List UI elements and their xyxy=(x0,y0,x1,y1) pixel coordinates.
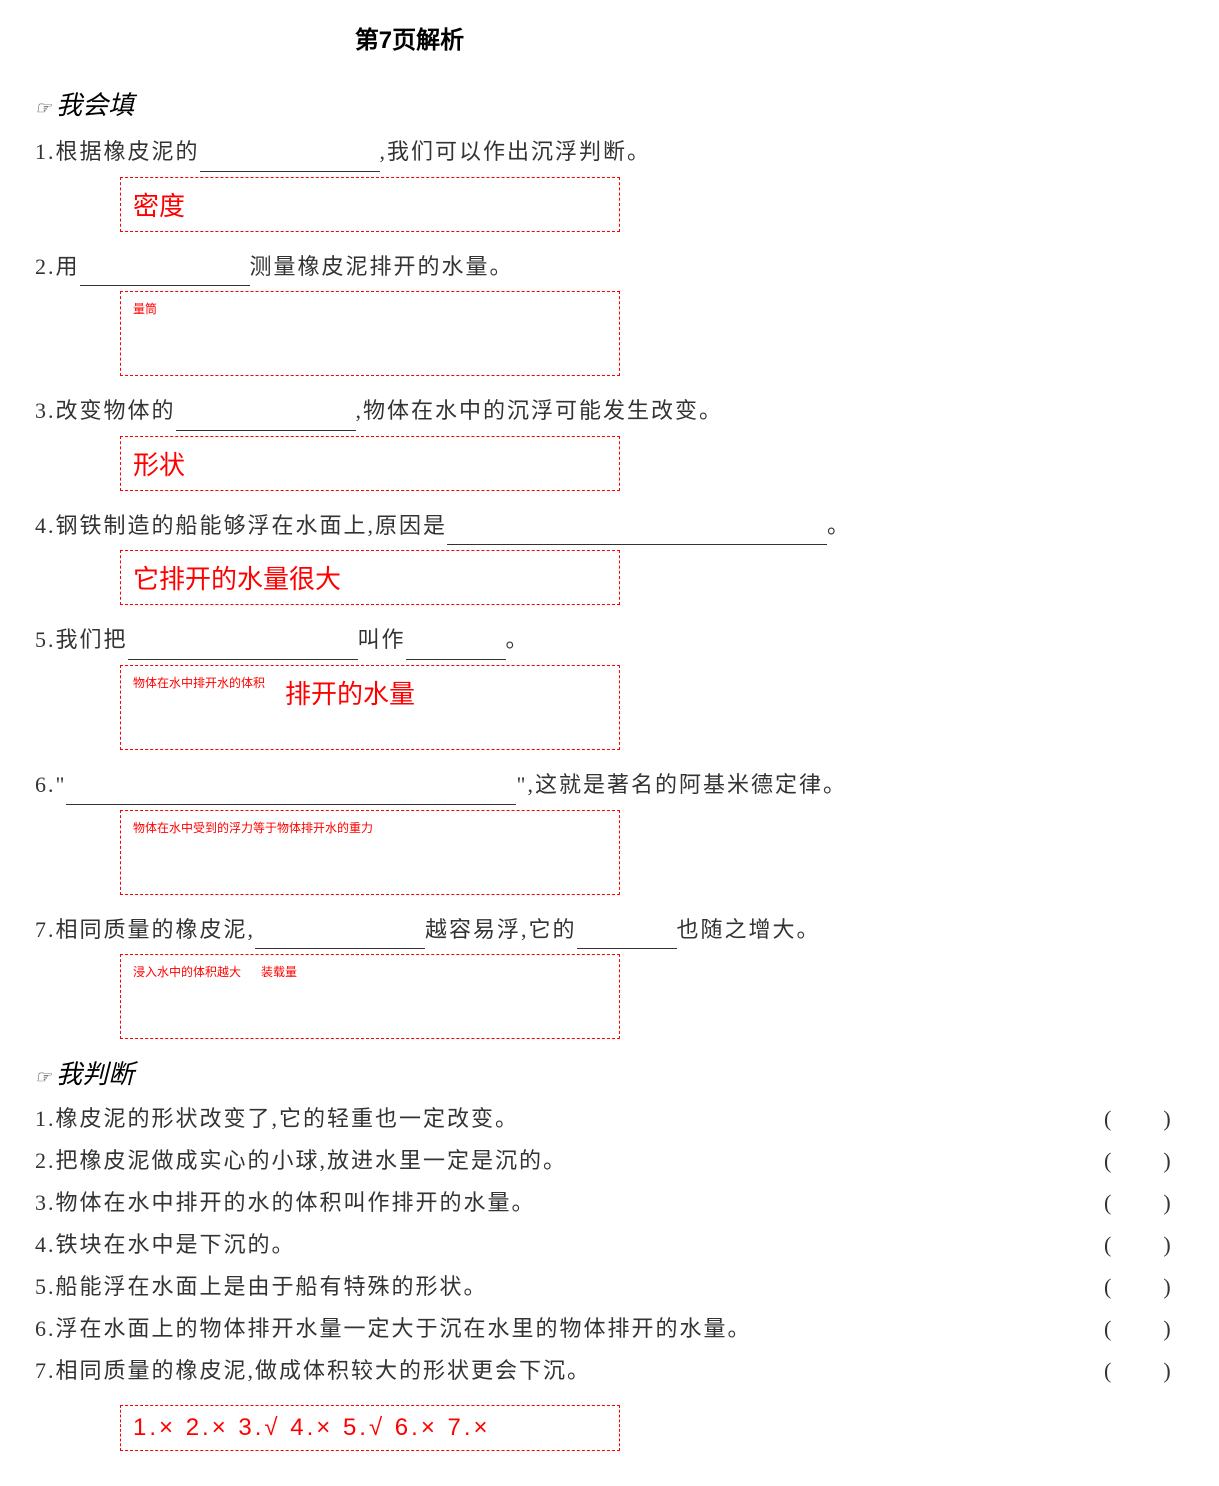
j3-paren: ( ) xyxy=(1104,1185,1184,1217)
worksheet-container: 第7页解析 ☞我会填 1.根据橡皮泥的,我们可以作出沉浮判断。 密度 2.用测量… xyxy=(20,20,1199,1451)
j5-paren: ( ) xyxy=(1104,1269,1184,1301)
q5-blank2 xyxy=(406,638,506,660)
q5-blank1 xyxy=(128,638,358,660)
q2-before: 用 xyxy=(56,254,80,279)
answer-box-3: 形状 xyxy=(120,436,620,491)
q6-blank xyxy=(66,783,516,805)
q6-after: ",这就是著名的阿基米德定律。 xyxy=(516,772,846,797)
judgment-1: 1.橡皮泥的形状改变了,它的轻重也一定改变。 ( ) xyxy=(35,1101,1184,1133)
q4-after: 。 xyxy=(827,513,851,538)
q4-blank xyxy=(447,523,827,545)
j4-text: 4.铁块在水中是下沉的。 xyxy=(35,1227,1104,1259)
q2-num: 2. xyxy=(35,254,56,279)
q7-num: 7. xyxy=(35,917,56,942)
q7-middle: 越容易浮,它的 xyxy=(425,917,577,942)
answer-box-7: 浸入水中的体积越大 装载量 xyxy=(120,954,620,1039)
q5-num: 5. xyxy=(35,627,56,652)
q4-before: 钢铁制造的船能够浮在水面上,原因是 xyxy=(56,513,448,538)
q5-before: 我们把 xyxy=(56,627,128,652)
answer-5b: 排开的水量 xyxy=(285,674,415,711)
q6-before: " xyxy=(56,772,67,797)
answer-1: 密度 xyxy=(133,186,185,223)
answer-7a: 浸入水中的体积越大 xyxy=(133,963,241,980)
q7-blank2 xyxy=(577,927,677,949)
answer-3: 形状 xyxy=(133,445,185,482)
q7-blank1 xyxy=(255,927,425,949)
q3-before: 改变物体的 xyxy=(56,398,176,423)
question-1: 1.根据橡皮泥的 ,我们可以作出沉浮判断。 xyxy=(35,132,1199,172)
judgment-2: 2.把橡皮泥做成实心的小球,放进水里一定是沉的。 ( ) xyxy=(35,1143,1184,1175)
page-title: 第7页解析 xyxy=(0,20,1199,55)
j4-paren: ( ) xyxy=(1104,1227,1184,1259)
section1-header: ☞我会填 xyxy=(35,85,1199,122)
judgment-6: 6.浮在水面上的物体排开水量一定大于沉在水里的物体排开的水量。 ( ) xyxy=(35,1311,1184,1343)
judgment-3: 3.物体在水中排开的水的体积叫作排开的水量。 ( ) xyxy=(35,1185,1184,1217)
answer-box-6: 物体在水中受到的浮力等于物体排开水的重力 xyxy=(120,810,620,895)
answer-5a: 物体在水中排开水的体积 xyxy=(133,674,265,691)
q1-num: 1. xyxy=(35,139,56,164)
q7-before: 相同质量的橡皮泥, xyxy=(56,917,256,942)
j2-text: 2.把橡皮泥做成实心的小球,放进水里一定是沉的。 xyxy=(35,1143,1104,1175)
section2-title: 我判断 xyxy=(56,1060,134,1089)
judgment-answer: 1.× 2.× 3.√ 4.× 5.√ 6.× 7.× xyxy=(133,1414,491,1441)
section2-header: ☞我判断 xyxy=(35,1054,1199,1091)
question-7: 7.相同质量的橡皮泥, 越容易浮,它的 也随之增大。 xyxy=(35,910,1199,950)
answer-box-5: 物体在水中排开水的体积 排开的水量 xyxy=(120,665,620,750)
j6-paren: ( ) xyxy=(1104,1311,1184,1343)
j7-text: 7.相同质量的橡皮泥,做成体积较大的形状更会下沉。 xyxy=(35,1353,1104,1385)
judgment-4: 4.铁块在水中是下沉的。 ( ) xyxy=(35,1227,1184,1259)
pointer-icon-2: ☞ xyxy=(35,1067,51,1088)
answer-6: 物体在水中受到的浮力等于物体排开水的重力 xyxy=(133,819,373,836)
q5-after: 。 xyxy=(506,627,530,652)
answer-box-1: 密度 xyxy=(120,177,620,232)
j6-text: 6.浮在水面上的物体排开水量一定大于沉在水里的物体排开的水量。 xyxy=(35,1311,1104,1343)
q6-num: 6. xyxy=(35,772,56,797)
j5-text: 5.船能浮在水面上是由于船有特殊的形状。 xyxy=(35,1269,1104,1301)
judgment-7: 7.相同质量的橡皮泥,做成体积较大的形状更会下沉。 ( ) xyxy=(35,1353,1184,1385)
q2-blank xyxy=(80,264,250,286)
j7-paren: ( ) xyxy=(1104,1353,1184,1385)
answer-box-2: 量筒 xyxy=(120,291,620,376)
q3-blank xyxy=(176,409,356,431)
question-6: 6." ",这就是著名的阿基米德定律。 xyxy=(35,765,1199,805)
q5-middle: 叫作 xyxy=(358,627,406,652)
judgment-5: 5.船能浮在水面上是由于船有特殊的形状。 ( ) xyxy=(35,1269,1184,1301)
q3-after: ,物体在水中的沉浮可能发生改变。 xyxy=(356,398,724,423)
j1-text: 1.橡皮泥的形状改变了,它的轻重也一定改变。 xyxy=(35,1101,1104,1133)
q1-blank xyxy=(200,150,380,172)
q3-num: 3. xyxy=(35,398,56,423)
question-2: 2.用 测量橡皮泥排开的水量。 xyxy=(35,247,1199,287)
answer-7b: 装载量 xyxy=(261,963,297,980)
q2-after: 测量橡皮泥排开的水量。 xyxy=(250,254,514,279)
q1-after: ,我们可以作出沉浮判断。 xyxy=(380,139,652,164)
question-4: 4.钢铁制造的船能够浮在水面上,原因是 。 xyxy=(35,506,1199,546)
judgment-answer-box: 1.× 2.× 3.√ 4.× 5.√ 6.× 7.× xyxy=(120,1405,620,1451)
j2-paren: ( ) xyxy=(1104,1143,1184,1175)
question-3: 3.改变物体的 ,物体在水中的沉浮可能发生改变。 xyxy=(35,391,1199,431)
answer-4: 它排开的水量很大 xyxy=(133,559,341,596)
q7-after: 也随之增大。 xyxy=(677,917,821,942)
pointer-icon: ☞ xyxy=(35,98,51,119)
q1-before: 根据橡皮泥的 xyxy=(56,139,200,164)
j1-paren: ( ) xyxy=(1104,1101,1184,1133)
question-5: 5.我们把 叫作 。 xyxy=(35,620,1199,660)
answer-box-4: 它排开的水量很大 xyxy=(120,550,620,605)
section1-title: 我会填 xyxy=(56,91,134,120)
j3-text: 3.物体在水中排开的水的体积叫作排开的水量。 xyxy=(35,1185,1104,1217)
answer-2: 量筒 xyxy=(133,300,157,317)
q4-num: 4. xyxy=(35,513,56,538)
